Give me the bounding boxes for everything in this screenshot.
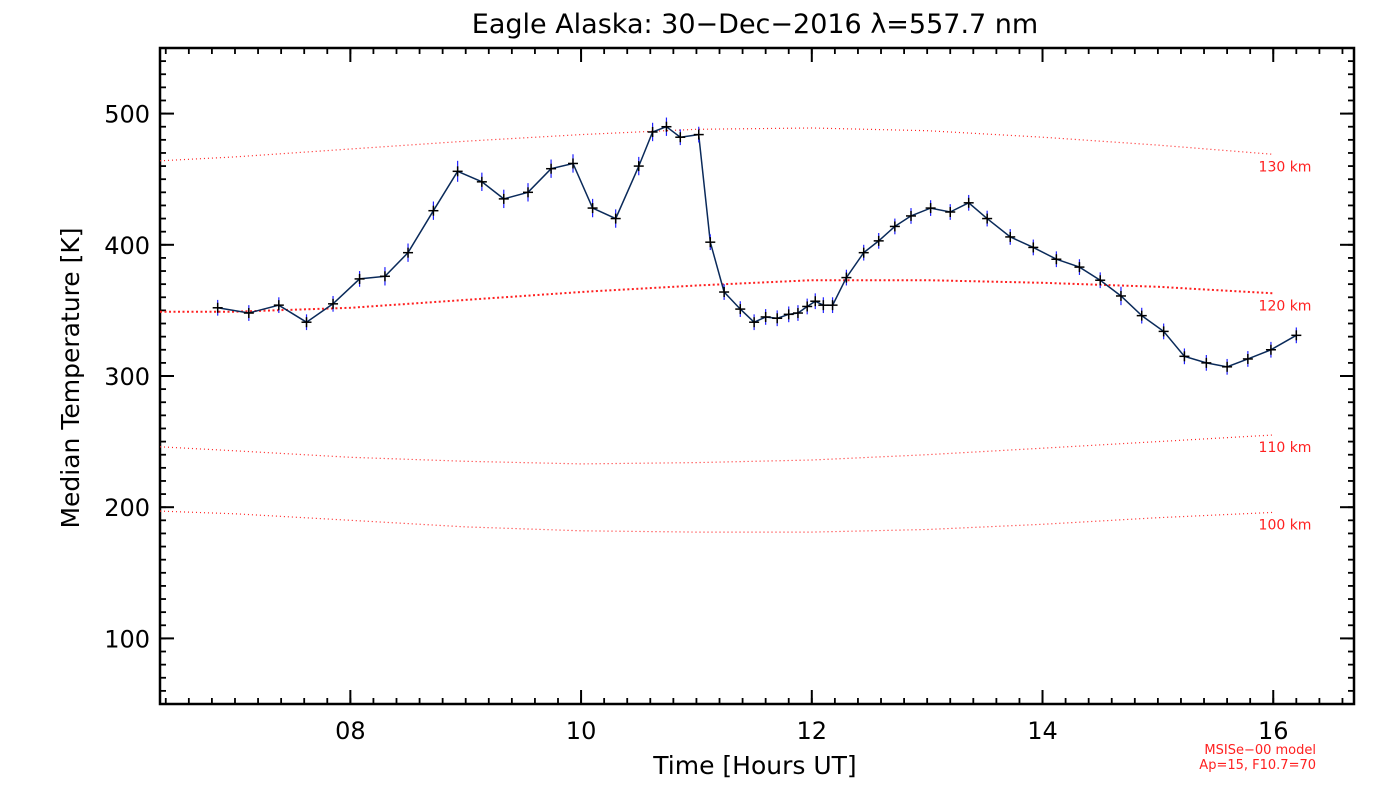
model-curve-100-km	[159, 510, 1274, 533]
y-tick-label: 500	[104, 101, 150, 129]
y-tick-label: 100	[104, 625, 150, 653]
model-curve-110-km	[159, 434, 1274, 465]
model-note-line-2: Ap=15, F10.7=70	[1199, 758, 1316, 773]
model-curve-label: 110 km	[1259, 440, 1312, 456]
y-axis-label: Median Temperature [K]	[56, 227, 85, 528]
model-curve-label: 120 km	[1259, 298, 1312, 314]
model-curve-130-km	[159, 127, 1274, 162]
x-tick-label: 14	[1027, 717, 1058, 745]
series-line	[217, 125, 1297, 368]
model-note-line-1: MSISe−00 model	[1204, 743, 1316, 758]
y-tick-label: 300	[104, 363, 150, 391]
major-ticks	[160, 48, 1354, 704]
temperature-series	[212, 117, 1302, 375]
x-tick-label: 12	[797, 717, 828, 745]
chart-title: Eagle Alaska: 30−Dec−2016 λ=557.7 nm	[472, 9, 1038, 40]
tick-labels: 08 10 12 14 16 100 200 300 400 500	[104, 101, 1288, 745]
x-axis-label: Time [Hours UT]	[652, 751, 856, 780]
model-curves: 130 km 120 km 110 km 100 km	[159, 127, 1312, 533]
model-curve-label: 130 km	[1259, 159, 1312, 175]
model-curve-label: 100 km	[1259, 517, 1312, 533]
x-tick-label: 16	[1258, 717, 1289, 745]
x-tick-label: 08	[335, 717, 366, 745]
y-tick-label: 200	[104, 494, 150, 522]
x-tick-label: 10	[566, 717, 597, 745]
minor-ticks	[160, 47, 1354, 705]
y-tick-label: 400	[104, 232, 150, 260]
model-curve-120-km	[160, 279, 1274, 313]
